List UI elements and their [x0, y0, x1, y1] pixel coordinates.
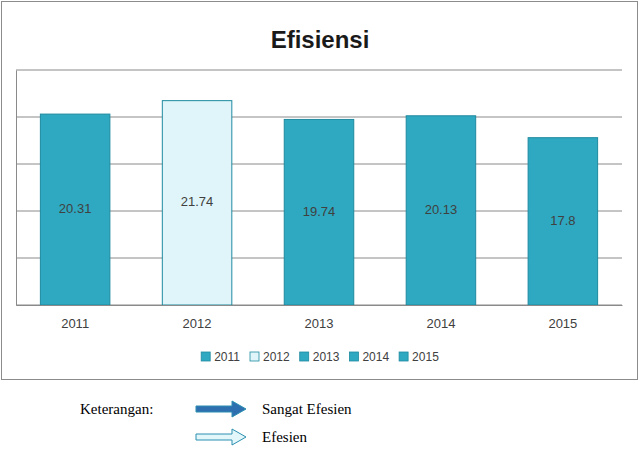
- legend-label: 2015: [412, 350, 439, 364]
- chart-svg: Efisiensi 2011 2012 2013 2014 2015 20.31 21.74 1…: [0, 0, 640, 450]
- x-axis: 2011 2012 2013 2014 2015: [17, 305, 623, 331]
- bars: [40, 101, 597, 305]
- chart-frame: [2, 2, 638, 380]
- annotation-text: Efesien: [262, 429, 307, 445]
- data-label: 17.8: [550, 213, 575, 228]
- data-labels: 20.31 21.74 19.74 20.13 17.8: [59, 194, 576, 228]
- legend-label: 2014: [362, 350, 389, 364]
- data-label: 21.74: [181, 194, 214, 209]
- legend: 2011 2012 2013 2014 2015: [201, 350, 439, 364]
- annotation-arrow: [196, 429, 246, 445]
- legend-label: 2012: [263, 350, 290, 364]
- bar: [162, 101, 232, 305]
- legend-item: 2013: [300, 350, 340, 364]
- annotations: Keterangan: Sangat Efesien Efesien: [80, 401, 352, 445]
- bar: [406, 116, 476, 305]
- bar: [528, 138, 598, 305]
- x-axis-line: [17, 305, 623, 306]
- data-label: 19.74: [303, 204, 336, 219]
- chart-title: Efisiensi: [271, 26, 370, 53]
- legend-swatch: [250, 352, 259, 361]
- data-label: 20.31: [59, 201, 92, 216]
- grid-line: [16, 70, 622, 71]
- x-tick: 2014: [426, 305, 455, 331]
- y-axis-line: [16, 71, 17, 306]
- annotation-title: Keterangan:: [80, 401, 153, 417]
- legend-item: 2014: [349, 350, 389, 364]
- legend-swatch: [349, 352, 358, 361]
- x-tick: 2015: [548, 305, 577, 331]
- annotation-text: Sangat Efesien: [262, 401, 352, 417]
- x-tick-label: 2014: [426, 316, 455, 331]
- legend-item: 2015: [399, 350, 439, 364]
- legend-label: 2011: [214, 350, 240, 364]
- legend-swatch: [399, 352, 408, 361]
- bar: [284, 119, 354, 305]
- x-tick-label: 2015: [548, 316, 577, 331]
- legend-item: 2012: [250, 350, 290, 364]
- grid: [16, 70, 622, 305]
- x-tick-label: 2011: [61, 316, 89, 331]
- legend-swatch: [201, 352, 210, 361]
- data-label: 20.13: [425, 202, 458, 217]
- legend-label: 2013: [313, 350, 340, 364]
- legend-item: 2011: [201, 350, 240, 364]
- y-axis: [16, 71, 18, 306]
- legend-swatch: [300, 352, 309, 361]
- x-tick: 2012: [183, 305, 212, 331]
- x-tick: 2011: [61, 305, 89, 331]
- x-tick: 2013: [305, 305, 334, 331]
- x-tick-label: 2013: [305, 316, 334, 331]
- x-tick-label: 2012: [183, 316, 212, 331]
- annotation-arrow: [196, 401, 246, 417]
- bar: [40, 114, 110, 305]
